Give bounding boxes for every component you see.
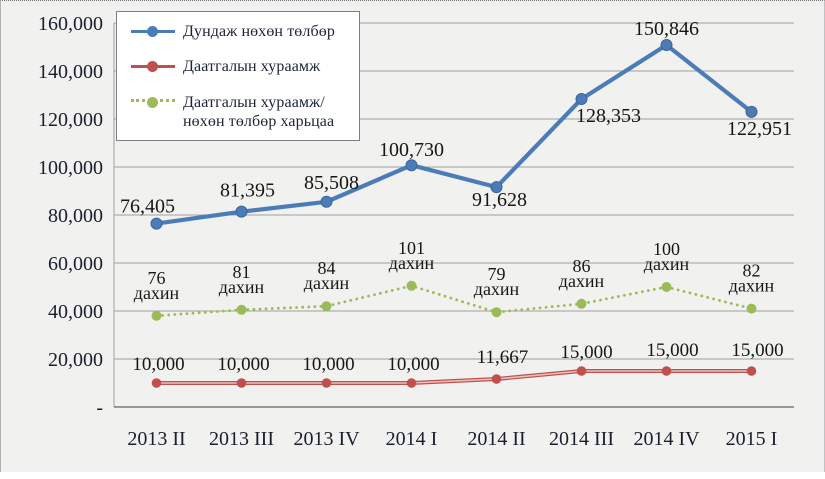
ratio-value-label: 79 [488, 264, 506, 284]
legend-label: Дундаж нөхөн төлбөр [183, 23, 335, 40]
y-tick-label: 40,000 [48, 301, 103, 323]
premium-value-label: 11,667 [477, 347, 529, 368]
ratio-suffix-label: дахин [474, 279, 520, 299]
legend-label: Даатгалын хураамж [183, 58, 321, 76]
y-tick-label: 100,000 [38, 157, 103, 179]
premium-value-label: 10,000 [132, 354, 184, 375]
ratio-point-marker [321, 301, 332, 312]
ratio-value-label: 101 [398, 238, 425, 258]
ratio-point-marker [491, 307, 502, 318]
x-tick-label: 2013 II [127, 428, 185, 450]
y-tick-label: - [96, 397, 103, 419]
premium-value-label: 15,000 [646, 340, 698, 361]
ratio-value-label: 82 [743, 261, 761, 281]
compensation-value-label: 85,508 [304, 172, 359, 194]
premium-point-marker [661, 366, 672, 376]
compensation-point-marker [320, 195, 333, 208]
compensation-value-label: 100,730 [379, 139, 444, 161]
x-tick-label: 2013 III [209, 428, 274, 450]
premium-value-label: 10,000 [387, 354, 439, 375]
premium-value-label: 10,000 [302, 354, 354, 375]
y-tick-label: 20,000 [48, 349, 103, 371]
ratio-point-marker [151, 310, 162, 321]
ratio-suffix-label: дахин [304, 273, 350, 293]
x-tick-label: 2014 IV [633, 428, 700, 450]
premium-point-marker [151, 378, 162, 388]
compensation-point-marker [575, 92, 588, 105]
compensation-value-label: 150,846 [634, 18, 699, 40]
compensation-value-label: 81,395 [220, 180, 275, 202]
ratio-value-label: 76 [148, 268, 166, 288]
compensation-value-label: 91,628 [472, 189, 527, 211]
series-line-premium-highlight [156, 370, 752, 384]
y-tick-label: 140,000 [38, 61, 103, 83]
premium-value-label: 15,000 [731, 340, 783, 361]
x-tick-label: 2015 I [726, 428, 778, 450]
ratio-suffix-label: дахин [559, 271, 605, 291]
compensation-point-marker [405, 159, 418, 172]
x-tick-label: 2014 III [549, 428, 614, 450]
ratio-value-label: 81 [233, 262, 251, 282]
y-tick-label: 120,000 [38, 109, 103, 131]
ratio-value-label: 86 [573, 256, 591, 276]
premium-point-marker [406, 378, 417, 388]
ratio-point-marker [746, 303, 757, 314]
ratio-suffix-label: дахин [729, 276, 775, 296]
compensation-point-marker [660, 38, 673, 51]
ratio-suffix-label: дахин [389, 253, 435, 273]
compensation-point-marker [235, 205, 248, 218]
premium-point-marker [576, 366, 587, 376]
x-tick-label: 2014 II [467, 428, 525, 450]
ratio-value-label: 84 [318, 258, 336, 278]
compensation-point-marker [745, 105, 758, 118]
ratio-value-label: 100 [653, 239, 680, 259]
ratio-suffix-label: дахин [219, 277, 265, 297]
ratio-suffix-label: дахин [644, 254, 690, 274]
compensation-point-marker [490, 181, 503, 194]
ratio-suffix-label: дахин [134, 283, 180, 303]
legend-item-premium-ratio: Даатгалын хураамж/нөхөн төлбөр харьцаа [131, 93, 349, 132]
compensation-point-marker [150, 217, 163, 230]
series-line-compensation [156, 42, 753, 226]
x-tick-label: 2013 IV [293, 428, 360, 450]
x-tick-label: 2014 I [386, 428, 438, 450]
ratio-point-marker [661, 282, 672, 292]
premium-point-marker [491, 374, 502, 384]
premium-value-label: 10,000 [217, 354, 269, 375]
y-tick-label: 160,000 [38, 13, 103, 35]
premium-value-label: 15,000 [560, 342, 612, 363]
ratio-point-marker [576, 298, 587, 309]
compensation-value-label: 128,353 [576, 105, 641, 127]
premium-point-marker [236, 378, 247, 388]
y-tick-label: 60,000 [48, 253, 103, 275]
ratio-point-marker [406, 280, 417, 291]
legend: Дундаж нөхөн төлбөр Даатгалын хураамж Да… [116, 11, 360, 141]
legend-item-insurance-premium: Даатгалын хураамж [131, 57, 349, 77]
legend-label: Даатгалын хураамж/нөхөн төлбөр харьцаа [183, 93, 335, 131]
blue-line-marker-icon [131, 24, 175, 40]
compensation-value-label: 122,951 [727, 118, 792, 140]
compensation-value-label: 76,405 [120, 196, 175, 218]
green-dotted-line-marker-icon [131, 95, 175, 111]
y-tick-label: 80,000 [48, 205, 103, 227]
premium-point-marker [746, 366, 757, 376]
red-line-marker-icon [131, 59, 175, 75]
ratio-point-marker [236, 304, 247, 315]
legend-item-average-compensation: Дундаж нөхөн төлбөр [131, 22, 349, 42]
premium-point-marker [321, 378, 332, 388]
